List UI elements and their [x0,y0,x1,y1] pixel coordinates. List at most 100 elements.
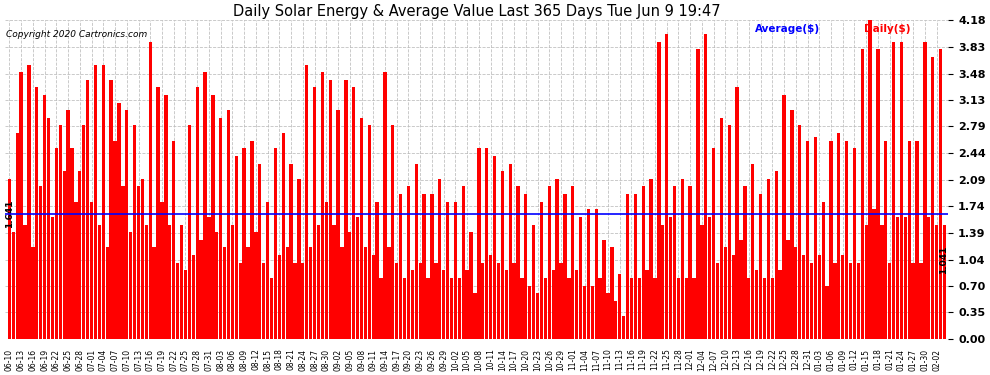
Bar [184,270,187,339]
Bar [782,95,786,339]
Bar [164,95,167,339]
Bar [939,49,942,339]
Bar [309,248,312,339]
Bar [148,42,151,339]
Bar [517,186,520,339]
Bar [98,225,101,339]
Bar [634,194,637,339]
Bar [563,194,566,339]
Bar [453,202,457,339]
Bar [868,20,872,339]
Bar [277,255,281,339]
Bar [778,270,782,339]
Bar [352,87,355,339]
Bar [587,209,590,339]
Bar [524,194,528,339]
Bar [740,240,742,339]
Bar [892,42,895,339]
Bar [677,278,680,339]
Bar [700,225,704,339]
Bar [610,248,614,339]
Bar [528,285,532,339]
Bar [145,225,148,339]
Bar [924,42,927,339]
Bar [367,126,371,339]
Bar [822,202,825,339]
Bar [583,285,586,339]
Bar [66,110,69,339]
Bar [28,64,31,339]
Bar [363,248,367,339]
Bar [391,126,394,339]
Bar [383,72,387,339]
Bar [818,255,821,339]
Bar [653,278,656,339]
Bar [82,126,85,339]
Bar [54,148,58,339]
Bar [860,49,864,339]
Bar [786,240,790,339]
Bar [501,171,504,339]
Bar [614,301,618,339]
Bar [669,217,672,339]
Bar [908,141,911,339]
Bar [547,186,551,339]
Bar [622,316,626,339]
Bar [900,42,903,339]
Bar [439,179,442,339]
Title: Daily Solar Energy & Average Value Last 365 Days Tue Jun 9 19:47: Daily Solar Energy & Average Value Last … [233,4,721,19]
Bar [465,270,469,339]
Bar [790,110,794,339]
Bar [168,225,171,339]
Bar [196,87,199,339]
Bar [712,148,716,339]
Bar [521,278,524,339]
Bar [536,293,540,339]
Bar [842,255,844,339]
Bar [896,217,899,339]
Bar [305,64,309,339]
Bar [661,225,664,339]
Bar [50,217,54,339]
Bar [681,179,684,339]
Bar [223,248,227,339]
Bar [728,126,731,339]
Bar [856,262,860,339]
Bar [270,278,273,339]
Bar [834,262,837,339]
Bar [716,262,719,339]
Bar [219,118,223,339]
Bar [794,248,797,339]
Bar [121,186,125,339]
Bar [810,262,813,339]
Bar [442,270,446,339]
Bar [235,156,238,339]
Bar [551,270,554,339]
Bar [708,217,712,339]
Bar [231,225,234,339]
Bar [724,248,727,339]
Bar [258,164,261,339]
Bar [696,49,700,339]
Bar [431,194,434,339]
Text: Average($): Average($) [755,24,820,33]
Bar [457,278,461,339]
Bar [371,255,375,339]
Bar [192,255,195,339]
Bar [942,225,946,339]
Bar [684,278,688,339]
Bar [32,248,35,339]
Bar [931,57,935,339]
Bar [62,171,65,339]
Bar [274,148,277,339]
Bar [395,262,398,339]
Bar [826,285,829,339]
Bar [509,164,512,339]
Bar [102,64,105,339]
Bar [838,133,841,339]
Bar [348,232,351,339]
Bar [58,126,62,339]
Bar [160,202,163,339]
Bar [285,248,289,339]
Bar [281,133,285,339]
